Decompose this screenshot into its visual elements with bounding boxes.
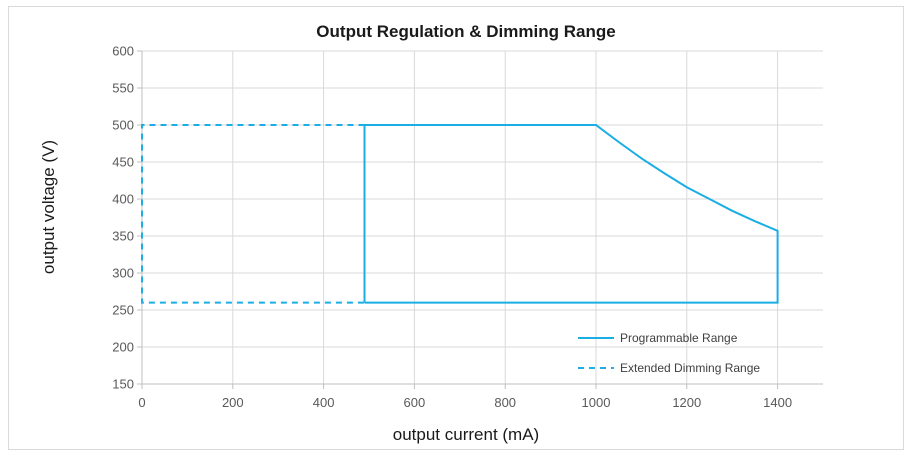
chart-title: Output Regulation & Dimming Range <box>316 22 615 41</box>
series-layer <box>141 124 779 304</box>
series-line-extended-dimming-range <box>141 124 365 304</box>
legend-label-programmable-range: Programmable Range <box>620 331 738 345</box>
x-tick-label: 600 <box>404 395 426 410</box>
series-line-programmable-range <box>363 124 779 304</box>
y-tick-label: 500 <box>112 118 134 133</box>
x-tick-label: 1200 <box>672 395 701 410</box>
y-tick-label: 200 <box>112 340 134 355</box>
x-tick-label: 1000 <box>582 395 611 410</box>
y-tick-label: 450 <box>112 155 134 170</box>
axis-layer <box>137 50 823 389</box>
y-axis-label: output voltage (V) <box>39 140 58 274</box>
x-tick-label: 400 <box>313 395 335 410</box>
x-axis-label: output current (mA) <box>393 425 539 444</box>
y-tick-label: 250 <box>112 303 134 318</box>
y-tick-label: 150 <box>112 377 134 392</box>
x-tick-label: 1400 <box>763 395 792 410</box>
chart-canvas: Output Regulation & Dimming Range 150 200… <box>39 22 823 444</box>
grid-layer <box>142 50 823 384</box>
y-tick-label: 400 <box>112 192 134 207</box>
legend: Programmable Range Extended Dimming Rang… <box>578 331 760 375</box>
y-tick-label: 550 <box>112 81 134 96</box>
y-tick-label: 600 <box>112 44 134 59</box>
x-tick-label: 200 <box>222 395 244 410</box>
tick-labels: 150 200 250 300 350 400 450 500 550 600 0 200 400 600… <box>112 44 792 411</box>
legend-label-extended-dimming-range: Extended Dimming Range <box>620 361 760 375</box>
y-tick-label: 300 <box>112 266 134 281</box>
x-tick-label: 0 <box>138 395 145 410</box>
x-tick-label: 800 <box>494 395 516 410</box>
y-tick-label: 350 <box>112 229 134 244</box>
chart-frame: Output Regulation & Dimming Range 150 200… <box>8 6 904 450</box>
